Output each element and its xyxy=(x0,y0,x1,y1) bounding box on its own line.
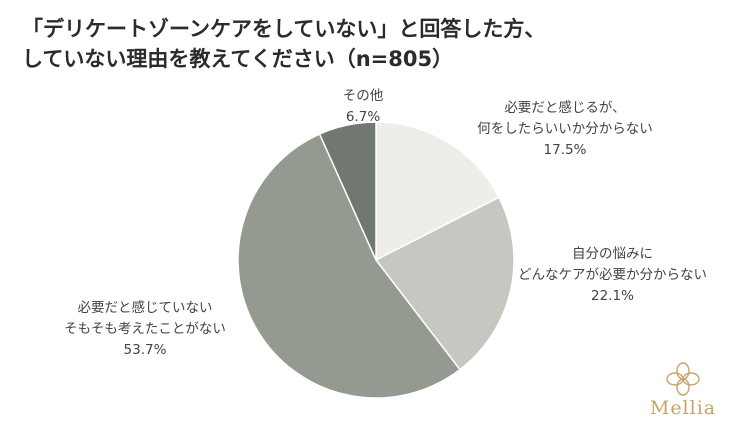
slice-label-not-needed: 必要だと感じていない そもそも考えたことがない 53.7% xyxy=(40,298,250,361)
slice-label-line1: その他 xyxy=(342,88,384,104)
brand-logo: Mellia xyxy=(628,362,738,428)
slice-label-line2: どんなケアが必要か分からない xyxy=(518,267,707,283)
chart-title-line1: 「デリケートゾーンケアをしていない」と回答した方、 xyxy=(22,17,546,41)
slice-label-dont-know-what-to-do: 必要だと感じるが、 何をしたらいいか分からない 17.5% xyxy=(455,98,675,161)
logo-text: Mellia xyxy=(649,397,717,419)
slice-value-label: 22.1% xyxy=(591,288,634,304)
slice-value-label: 6.7% xyxy=(345,109,381,125)
slice-label-dont-know-care: 自分の悩みに どんなケアが必要か分からない 22.1% xyxy=(505,244,720,307)
slice-value-label: 53.7% xyxy=(123,342,167,358)
pie-slice-other xyxy=(318,121,377,261)
slice-label-line1: 必要だと感じるが、 xyxy=(504,100,626,116)
chart-title-line2: していない理由を教えてください（n=805） xyxy=(22,47,454,71)
pie-slice-not-needed xyxy=(237,133,461,399)
flower-icon xyxy=(666,362,700,396)
slice-label-line1: 必要だと感じていない xyxy=(77,300,213,316)
slice-label-line2: そもそも考えたことがない xyxy=(64,321,226,337)
slice-value-label: 17.5% xyxy=(543,142,587,158)
slice-label-line1: 自分の悩みに xyxy=(572,246,653,262)
slice-label-other: その他 6.7% xyxy=(308,86,418,128)
pie-slice-dont-know-care xyxy=(374,196,515,371)
chart-title: 「デリケートゾーンケアをしていない」と回答した方、 していない理由を教えてくださ… xyxy=(22,14,742,74)
slice-label-line2: 何をしたらいいか分からない xyxy=(477,121,653,137)
pie-slice-dont-know-what-to-do xyxy=(375,121,500,262)
